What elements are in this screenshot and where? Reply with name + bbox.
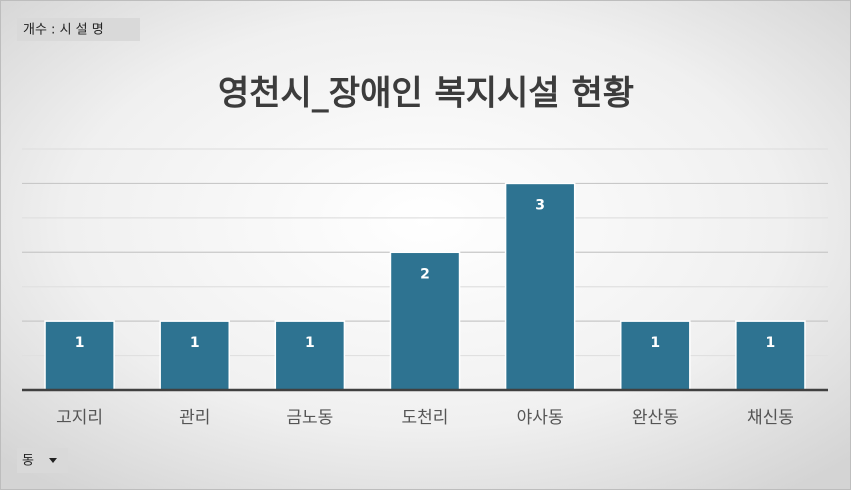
value-field-button[interactable] xyxy=(17,18,140,41)
data-label: 2 xyxy=(420,266,430,282)
bar xyxy=(735,320,806,391)
data-label: 1 xyxy=(650,335,660,351)
data-label: 1 xyxy=(305,335,315,351)
x-tick-label: 도천리 xyxy=(402,408,449,428)
data-label: 1 xyxy=(190,335,200,351)
bar xyxy=(504,182,576,391)
chart-title: 영천시_장애인 복지시설 현황 xyxy=(218,74,634,114)
x-tick-label: 관리 xyxy=(179,408,210,428)
data-label: 1 xyxy=(75,335,85,351)
x-tick-label: 완산동 xyxy=(632,408,679,428)
axis-field-button[interactable] xyxy=(17,448,68,473)
bar xyxy=(619,320,691,391)
value-field-button-label: 개수 : 시 설 명 xyxy=(23,23,104,38)
data-label: 1 xyxy=(766,335,776,351)
dropdown-arrow xyxy=(49,458,57,463)
x-tick-label: 금노동 xyxy=(286,408,333,428)
x-tick-label: 야사동 xyxy=(517,408,564,428)
axis-field-button-label: 동 xyxy=(22,454,34,469)
bar xyxy=(159,320,231,391)
x-tick-label: 채신동 xyxy=(747,408,794,428)
bar xyxy=(274,320,346,391)
bar xyxy=(389,251,461,391)
bar xyxy=(44,320,115,391)
x-tick-label: 고지리 xyxy=(56,408,103,428)
data-label: 3 xyxy=(535,197,545,213)
